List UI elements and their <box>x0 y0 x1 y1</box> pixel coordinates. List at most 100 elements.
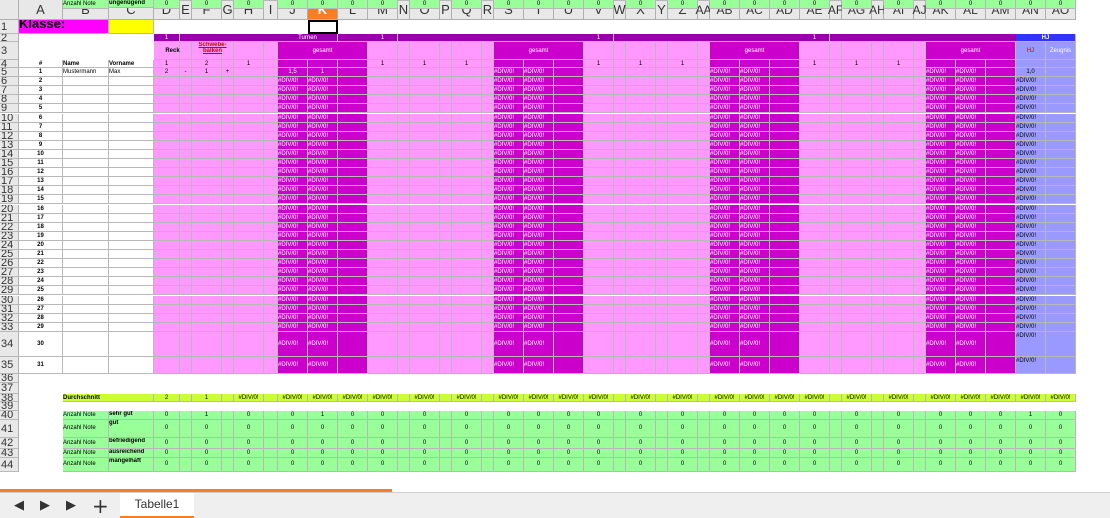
grade-count-cell[interactable]: 0 <box>710 457 740 472</box>
result-cell[interactable]: #DIV/0! <box>494 331 524 357</box>
grade-cell[interactable] <box>482 213 494 223</box>
grade-cell[interactable] <box>842 104 872 114</box>
result-cell[interactable] <box>986 186 1016 196</box>
grade-cell[interactable] <box>222 313 234 323</box>
average-cell[interactable]: #DIV/0! <box>584 393 614 402</box>
pink-cell[interactable] <box>698 42 710 60</box>
grade-cell[interactable] <box>192 213 222 223</box>
result-cell[interactable]: #DIV/0! <box>740 356 770 374</box>
average-cell[interactable] <box>914 393 926 402</box>
grade-cell[interactable] <box>234 322 264 332</box>
result-cell[interactable]: #DIV/0! <box>740 259 770 269</box>
grade-count-cell[interactable]: 0 <box>154 410 180 420</box>
hj-cell[interactable] <box>1046 331 1076 357</box>
grade-cell[interactable] <box>234 122 264 132</box>
student-name[interactable] <box>63 295 109 305</box>
result-cell[interactable]: #DIV/0! <box>524 313 554 323</box>
grade-count-cell[interactable]: 0 <box>192 448 222 458</box>
result-cell[interactable] <box>554 313 584 323</box>
grade-cell[interactable] <box>440 204 452 214</box>
grade-cell[interactable] <box>668 295 698 305</box>
result-cell[interactable]: #DIV/0! <box>740 222 770 232</box>
grade-count-cell[interactable]: 0 <box>368 419 398 438</box>
grade-cell[interactable] <box>884 204 914 214</box>
average-cell[interactable] <box>614 393 626 402</box>
result-cell[interactable]: #DIV/0! <box>710 131 740 141</box>
magenta-cell[interactable] <box>338 60 368 68</box>
grade-cell[interactable] <box>668 286 698 296</box>
average-cell[interactable]: #DIV/0! <box>494 393 524 402</box>
result-cell[interactable]: #DIV/0! <box>956 295 986 305</box>
student-number[interactable]: 14 <box>19 186 63 196</box>
grade-cell[interactable] <box>398 204 410 214</box>
weight-cell[interactable]: 1 <box>234 60 264 68</box>
hj-cell[interactable] <box>1046 159 1076 169</box>
grade-cell[interactable] <box>614 204 626 214</box>
grade-cell[interactable] <box>584 204 614 214</box>
student-number[interactable]: 21 <box>19 250 63 260</box>
grade-cell[interactable] <box>440 277 452 287</box>
result-cell[interactable]: #DIV/0! <box>524 250 554 260</box>
grade-count-cell[interactable]: 0 <box>554 0 584 9</box>
pink-cell[interactable] <box>452 42 482 60</box>
row-header[interactable]: 6 <box>0 77 19 87</box>
grade-cell[interactable] <box>410 68 440 78</box>
grade-cell[interactable] <box>154 131 180 141</box>
result-cell[interactable]: #DIV/0! <box>494 250 524 260</box>
pink-cell[interactable] <box>180 60 192 68</box>
magenta-cell[interactable] <box>308 60 338 68</box>
grade-cell[interactable] <box>222 195 234 205</box>
grade-count-cell[interactable] <box>398 419 410 438</box>
result-cell[interactable]: #DIV/0! <box>710 331 740 357</box>
result-cell[interactable] <box>554 250 584 260</box>
result-cell[interactable] <box>554 322 584 332</box>
grade-cell[interactable] <box>584 213 614 223</box>
result-cell[interactable]: #DIV/0! <box>278 186 308 196</box>
grade-cell[interactable] <box>440 86 452 96</box>
hj-cell[interactable] <box>1046 322 1076 332</box>
hj-cell[interactable] <box>1046 277 1076 287</box>
grade-cell[interactable] <box>192 268 222 278</box>
grade-cell[interactable] <box>698 186 710 196</box>
grade-cell[interactable] <box>698 259 710 269</box>
row-header[interactable]: 22 <box>0 222 19 232</box>
grade-cell[interactable] <box>264 322 278 332</box>
grade-cell[interactable] <box>398 313 410 323</box>
grade-cell[interactable] <box>614 286 626 296</box>
grade-cell[interactable] <box>410 204 440 214</box>
grade-cell[interactable] <box>668 95 698 105</box>
row-header[interactable]: 13 <box>0 140 19 150</box>
grade-cell[interactable] <box>368 322 398 332</box>
grade-count-cell[interactable]: 0 <box>668 410 698 420</box>
result-cell[interactable]: #DIV/0! <box>308 286 338 296</box>
grade-cell[interactable] <box>584 77 614 87</box>
result-cell[interactable]: #DIV/0! <box>278 259 308 269</box>
grade-cell[interactable] <box>180 313 192 323</box>
grade-count-cell[interactable]: 0 <box>368 410 398 420</box>
grade-cell[interactable] <box>154 149 180 159</box>
grade-cell[interactable] <box>842 313 872 323</box>
result-cell[interactable]: #DIV/0! <box>494 77 524 87</box>
grade-cell[interactable] <box>398 295 410 305</box>
result-cell[interactable] <box>986 331 1016 357</box>
result-cell[interactable]: #DIV/0! <box>524 149 554 159</box>
grade-cell[interactable] <box>180 140 192 150</box>
grade-cell[interactable] <box>452 250 482 260</box>
grade-cell[interactable] <box>914 86 926 96</box>
grade-cell[interactable] <box>656 322 668 332</box>
row-header[interactable]: 38 <box>0 393 19 402</box>
result-cell[interactable]: #DIV/0! <box>956 356 986 374</box>
column-header-w[interactable]: W <box>613 0 626 20</box>
grade-count-cell[interactable]: 0 <box>278 457 308 472</box>
grade-cell[interactable] <box>800 77 830 87</box>
grade-cell[interactable] <box>410 195 440 205</box>
result-cell[interactable]: #DIV/0! <box>524 322 554 332</box>
pink-cell[interactable] <box>234 42 264 60</box>
grade-cell[interactable] <box>614 222 626 232</box>
pink-cell[interactable] <box>440 42 452 60</box>
grade-cell[interactable] <box>830 222 842 232</box>
grade-cell[interactable] <box>264 140 278 150</box>
grade-cell[interactable] <box>584 277 614 287</box>
grade-count-cell[interactable] <box>398 457 410 472</box>
grade-cell[interactable] <box>452 331 482 357</box>
